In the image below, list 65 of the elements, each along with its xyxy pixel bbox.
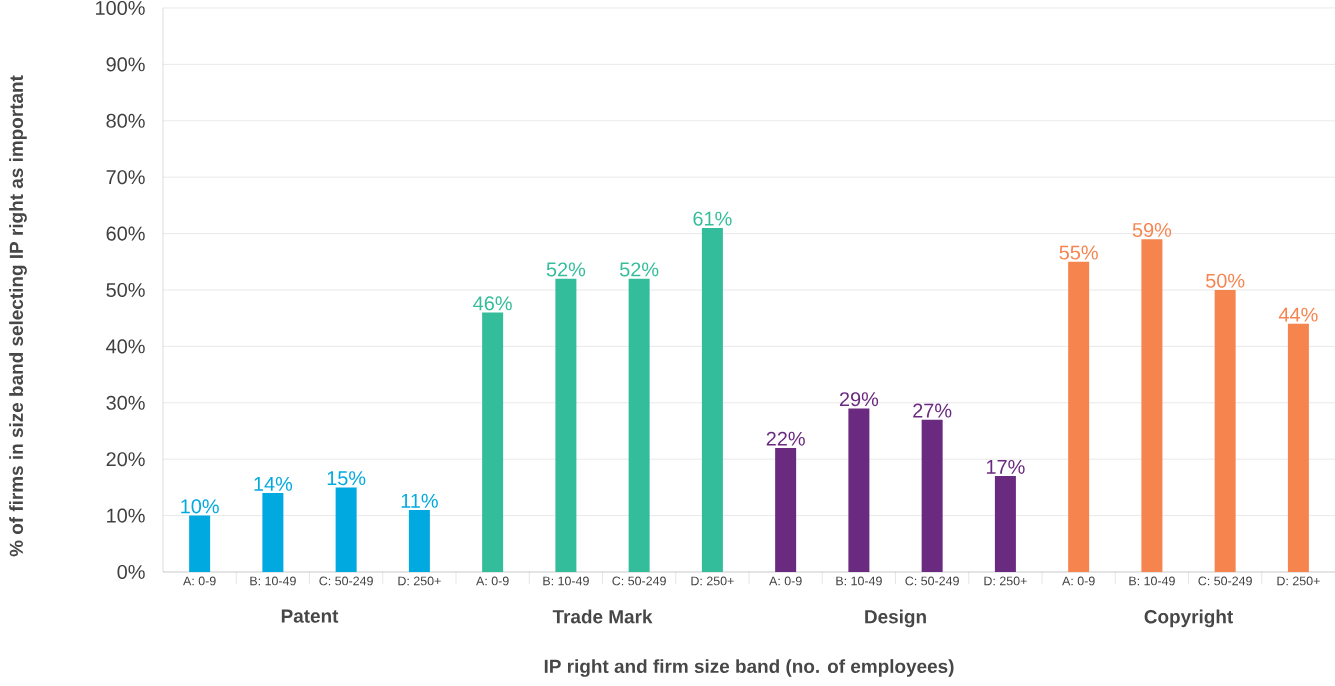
- x-tick-label: A: 0-9: [1062, 576, 1095, 586]
- x-tick-label: C: 50-249: [319, 576, 373, 586]
- bar: [555, 278, 577, 572]
- data-label: 17%: [986, 459, 1025, 474]
- bar: [482, 312, 504, 572]
- x-tick-label: A: 0-9: [183, 576, 216, 586]
- y-tick-label: 20%: [106, 452, 145, 467]
- bar: [189, 515, 211, 572]
- y-tick-label: 40%: [106, 339, 145, 354]
- x-tick-label: C: 50-249: [612, 576, 666, 586]
- y-tick-label: 90%: [106, 57, 145, 72]
- bar: [1141, 239, 1163, 572]
- y-tick-label: 100%: [96, 0, 145, 16]
- x-tick-label: B: 10-49: [1129, 576, 1175, 586]
- data-label: 55%: [1059, 245, 1098, 260]
- x-tick-label: A: 0-9: [476, 576, 509, 586]
- data-label: 61%: [693, 211, 732, 226]
- x-tick-label: B: 10-49: [250, 576, 296, 586]
- x-tick-label: A: 0-9: [769, 576, 802, 586]
- bar: [1214, 289, 1236, 572]
- y-tick-label: 70%: [106, 170, 145, 185]
- data-label: 29%: [839, 392, 879, 407]
- data-label: 50%: [1206, 273, 1245, 288]
- series-label: Trade Mark: [552, 609, 653, 624]
- data-label: 52%: [620, 262, 659, 277]
- bar: [921, 419, 943, 572]
- y-tick-label: 0%: [117, 564, 145, 580]
- data-label: 52%: [546, 262, 586, 277]
- y-tick-label: 60%: [106, 226, 145, 241]
- bar: [408, 509, 430, 572]
- x-tick-label: D: 250+: [398, 576, 441, 586]
- bar: [262, 493, 284, 572]
- y-tick-label: 30%: [106, 395, 145, 410]
- series-label: Patent: [281, 609, 339, 623]
- bar: [1287, 323, 1309, 572]
- y-axis-title: % of firms in size band selecting IP right as important: [9, 75, 27, 557]
- bar: [994, 476, 1016, 572]
- x-tick-label: B: 10-49: [836, 576, 882, 586]
- series-label: Copyright: [1144, 609, 1233, 628]
- bar: [701, 227, 723, 572]
- bar: [775, 447, 797, 572]
- bar: [335, 487, 357, 572]
- data-label: 15%: [327, 471, 366, 486]
- data-label: 11%: [401, 493, 438, 508]
- series-label: Design: [865, 609, 926, 628]
- x-tick-label: D: 250+: [691, 576, 734, 586]
- x-tick-label: D: 250+: [1277, 576, 1320, 586]
- y-tick-label: 50%: [106, 282, 145, 298]
- x-axis-title: IP right and firm size band (no. of employees): [544, 659, 954, 677]
- x-tick-label: D: 250+: [984, 576, 1027, 586]
- bar: [1068, 261, 1090, 572]
- x-tick-label: B: 10-49: [543, 576, 589, 586]
- data-label: 10%: [181, 499, 219, 514]
- data-label: 59%: [1132, 222, 1172, 238]
- data-label: 44%: [1278, 307, 1318, 322]
- data-label: 14%: [254, 476, 293, 491]
- y-tick-label: 80%: [106, 113, 145, 128]
- bar: [848, 408, 870, 572]
- x-tick-label: C: 50-249: [905, 576, 959, 586]
- x-tick-label: C: 50-249: [1198, 576, 1252, 586]
- y-tick-label: 10%: [107, 508, 145, 523]
- data-label: 27%: [913, 403, 952, 418]
- data-label: 46%: [473, 296, 512, 311]
- data-label: 22%: [766, 431, 805, 446]
- bar: [628, 278, 650, 572]
